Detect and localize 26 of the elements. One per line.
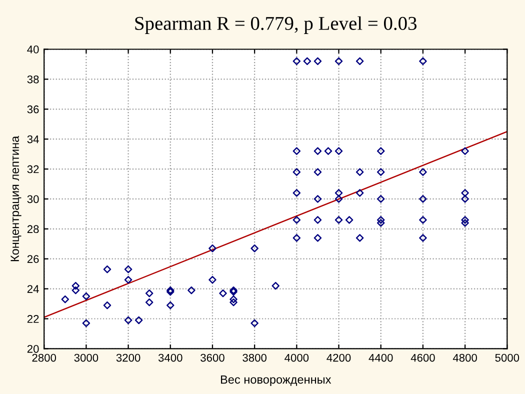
y-axis-title: Концентрация лептина — [10, 136, 22, 262]
y-tick-label: 22 — [27, 315, 39, 323]
x-tick-label: 3400 — [158, 354, 182, 362]
y-tick-label: 24 — [27, 285, 39, 293]
x-tick-label: 4000 — [284, 354, 309, 362]
y-tick-label: 40 — [27, 46, 39, 54]
x-tick-label: 3600 — [200, 354, 224, 362]
y-tick-label: 34 — [27, 135, 39, 144]
x-tick-label: 3000 — [74, 354, 98, 362]
y-tick-label: 36 — [27, 105, 39, 114]
chart-title: Spearman R = 0.779, p Level = 0.03 — [135, 16, 417, 34]
y-tick-label: 26 — [27, 255, 39, 263]
y-tick-label: 30 — [27, 195, 39, 204]
x-tick-label: 3200 — [116, 354, 140, 362]
y-tick-label: 38 — [27, 75, 39, 84]
y-tick-label: 32 — [27, 165, 39, 174]
x-tick-label: 4200 — [326, 354, 351, 362]
x-tick-label: 2800 — [32, 354, 56, 362]
y-tick-label: 28 — [27, 225, 39, 234]
x-tick-label: 4800 — [452, 354, 477, 362]
x-tick-label: 3800 — [242, 354, 267, 362]
x-tick-label: 4600 — [410, 354, 435, 362]
x-tick-label: 5000 — [495, 354, 520, 362]
y-tick-label: 20 — [27, 344, 39, 353]
x-axis-title: Вес новорожденных — [221, 375, 332, 386]
x-tick-label: 4400 — [368, 354, 393, 362]
